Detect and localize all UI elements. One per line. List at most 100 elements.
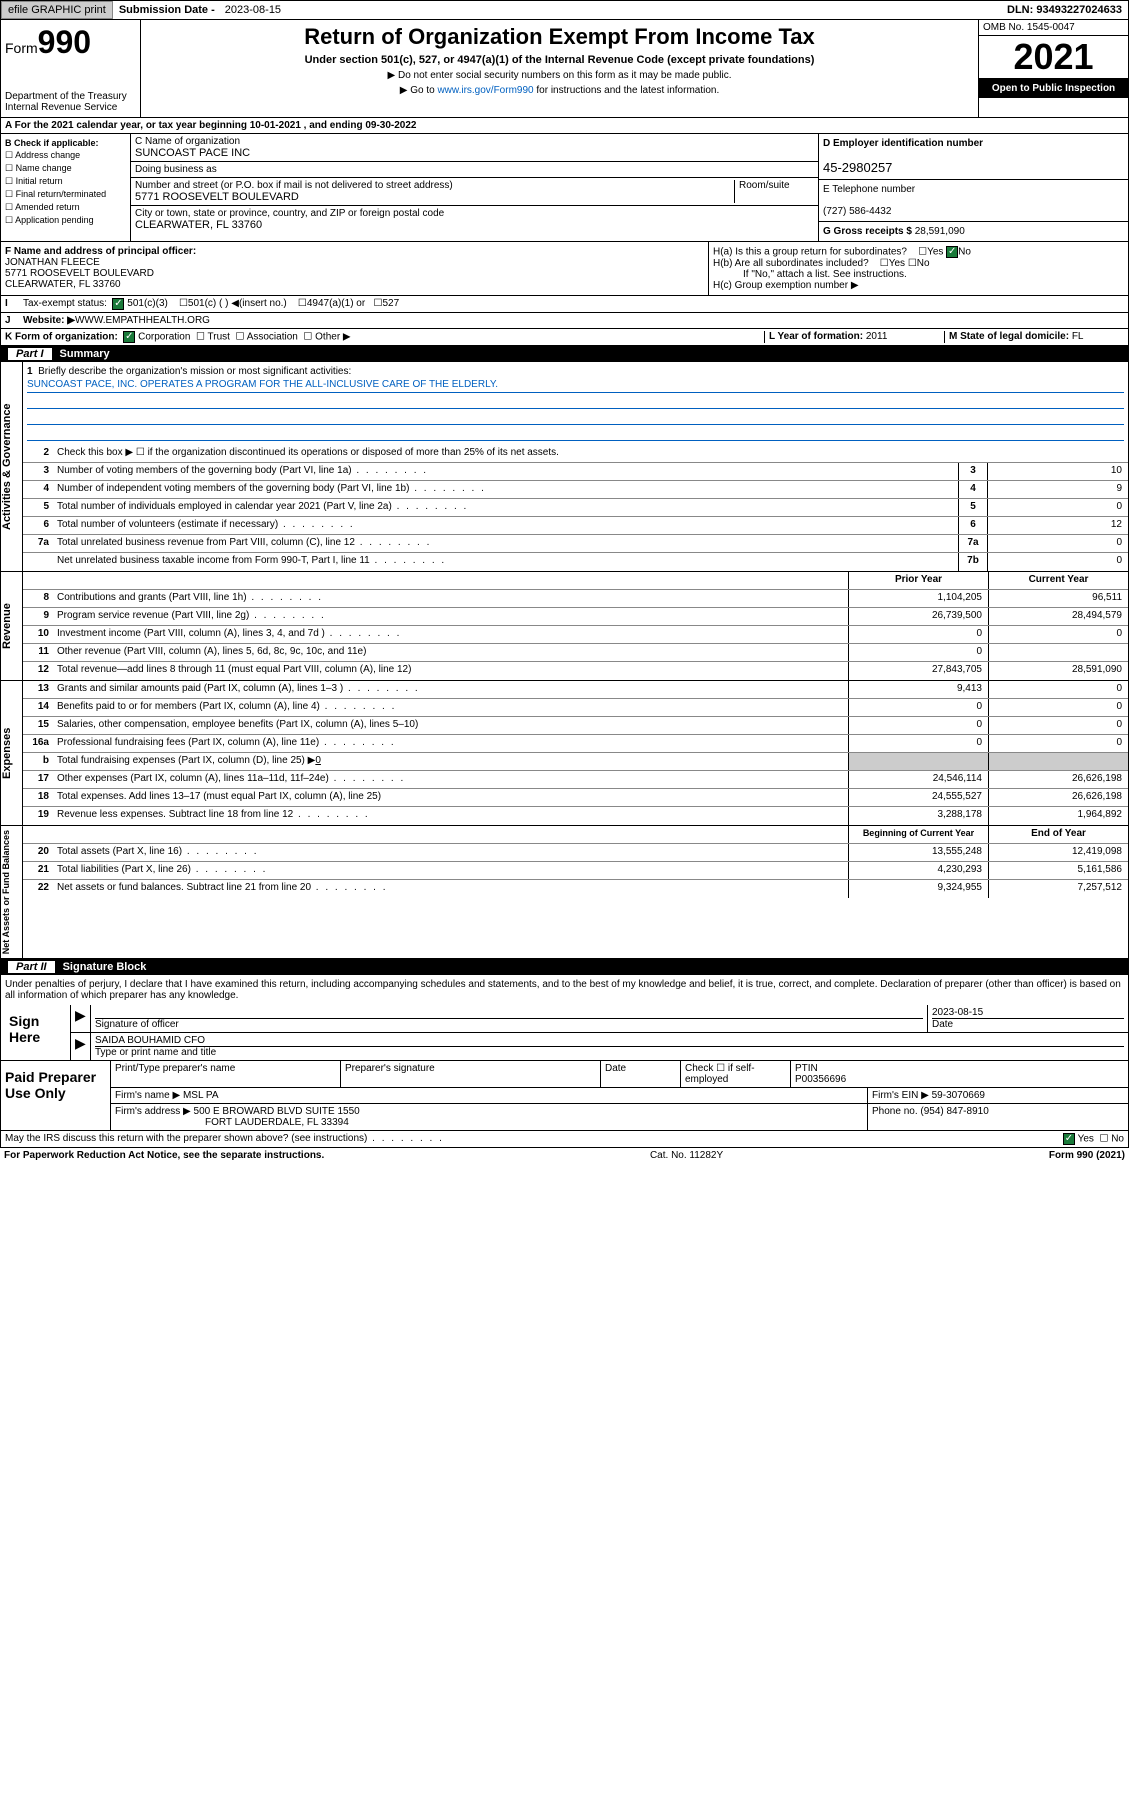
line-j: JWebsite: ▶ WWW.EMPATHHEALTH.ORG — [0, 313, 1129, 329]
entity-mid: C Name of organizationSUNCOAST PACE INC … — [131, 134, 818, 241]
note-link: ▶ Go to www.irs.gov/Form990 for instruct… — [149, 85, 970, 96]
entity-right: D Employer identification number45-29802… — [818, 134, 1128, 241]
period-row: A For the 2021 calendar year, or tax yea… — [0, 118, 1129, 134]
dln-value: DLN: 93493227024633 — [1001, 2, 1128, 18]
cb-501c3[interactable] — [112, 298, 124, 310]
officer-addr2: CLEARWATER, FL 33760 — [5, 279, 121, 290]
prep-name-hdr: Print/Type preparer's name — [111, 1061, 341, 1087]
row-13: 13Grants and similar amounts paid (Part … — [23, 681, 1128, 699]
arrow-icon: ▶ — [75, 1035, 86, 1051]
dba-row: Doing business as — [131, 162, 818, 178]
part2-title: Signature Block — [63, 961, 147, 973]
part1-header: Part I Summary — [0, 346, 1129, 362]
cb-corp[interactable] — [123, 331, 135, 343]
omb-number: OMB No. 1545-0047 — [979, 20, 1128, 36]
row-21: 21Total liabilities (Part X, line 26)4,2… — [23, 862, 1128, 880]
officer-name: JONATHAN FLEECE — [5, 257, 100, 268]
cb-amended[interactable]: ☐ Amended return — [5, 202, 126, 213]
discuss-row: May the IRS discuss this return with the… — [0, 1131, 1129, 1148]
part1-title: Summary — [60, 348, 110, 360]
summary-governance: Activities & Governance 1 Briefly descri… — [0, 362, 1129, 572]
cb-initial[interactable]: ☐ Initial return — [5, 176, 126, 187]
summary-expenses: Expenses 13Grants and similar amounts pa… — [0, 681, 1129, 826]
firm-addr-cell: Firm's address ▶ 500 E BROWARD BLVD SUIT… — [111, 1104, 868, 1130]
discuss-yes-no[interactable]: Yes ☐ No — [1063, 1133, 1124, 1145]
tab-net: Net Assets or Fund Balances — [1, 826, 23, 958]
prep-self-cell[interactable]: Check ☐ if self-employed — [681, 1061, 791, 1087]
city-row: City or town, state or province, country… — [131, 206, 818, 233]
row-22: 22Net assets or fund balances. Subtract … — [23, 880, 1128, 898]
form-subtitle: Under section 501(c), 527, or 4947(a)(1)… — [149, 54, 970, 66]
row-16a: 16aProfessional fundraising fees (Part I… — [23, 735, 1128, 753]
gross-receipts: 28,591,090 — [915, 226, 965, 237]
form-footer: Form 990 (2021) — [1049, 1150, 1125, 1161]
website-value: WWW.EMPATHHEALTH.ORG — [75, 315, 210, 326]
irs-link[interactable]: www.irs.gov/Form990 — [437, 85, 533, 96]
row-9: 9Program service revenue (Part VIII, lin… — [23, 608, 1128, 626]
note-ssn: ▶ Do not enter social security numbers o… — [149, 70, 970, 81]
preparer-block: Paid Preparer Use Only Print/Type prepar… — [0, 1061, 1129, 1131]
row-15: 15Salaries, other compensation, employee… — [23, 717, 1128, 735]
hc-row: H(c) Group exemption number ▶ — [713, 280, 1124, 291]
row-10: 10Investment income (Part VIII, column (… — [23, 626, 1128, 644]
submission-label: Submission Date - — [113, 2, 221, 18]
net-header: Beginning of Current YearEnd of Year — [23, 826, 1128, 844]
line-m: M State of legal domicile: FL — [944, 331, 1124, 343]
form-title: Return of Organization Exempt From Incom… — [149, 24, 970, 50]
paperwork-notice: For Paperwork Reduction Act Notice, see … — [4, 1150, 324, 1161]
phone-row: E Telephone number(727) 586-4432 — [819, 180, 1128, 222]
row-6: 6Total number of volunteers (estimate if… — [23, 517, 1128, 535]
discuss-text: May the IRS discuss this return with the… — [5, 1133, 444, 1145]
arrow-icon: ▶ — [75, 1007, 86, 1023]
address-row: Number and street (or P.O. box if mail i… — [131, 178, 818, 206]
dept-label: Department of the Treasury Internal Reve… — [5, 91, 136, 113]
mission-text: SUNCOAST PACE, INC. OPERATES A PROGRAM F… — [27, 379, 1124, 393]
firm-name-cell: Firm's name ▶ MSL PA — [111, 1088, 868, 1103]
cb-name[interactable]: ☐ Name change — [5, 163, 126, 174]
box-b-label: B Check if applicable: — [5, 138, 126, 148]
form-header: Form990 Department of the Treasury Inter… — [0, 20, 1129, 118]
top-toolbar: efile GRAPHIC print Submission Date - 20… — [0, 0, 1129, 20]
header-mid: Return of Organization Exempt From Incom… — [141, 20, 978, 117]
ha-no-checkbox[interactable] — [946, 246, 958, 258]
ein-value: 45-2980257 — [823, 160, 892, 175]
summary-net: Net Assets or Fund Balances Beginning of… — [0, 826, 1129, 959]
row-18: 18Total expenses. Add lines 13–17 (must … — [23, 789, 1128, 807]
phone-value: (727) 586-4432 — [823, 206, 891, 217]
cb-discuss-yes[interactable] — [1063, 1133, 1075, 1145]
form-number: Form990 — [5, 24, 136, 61]
tax-year: 2021 — [979, 36, 1128, 79]
firm-phone-cell: Phone no. (954) 847-8910 — [868, 1104, 1128, 1130]
cb-address[interactable]: ☐ Address change — [5, 150, 126, 161]
receipts-row: G Gross receipts $ 28,591,090 — [819, 222, 1128, 241]
cb-pending[interactable]: ☐ Application pending — [5, 215, 126, 226]
preparer-label: Paid Preparer Use Only — [1, 1061, 111, 1130]
org-name-row: C Name of organizationSUNCOAST PACE INC — [131, 134, 818, 162]
row-4: 4Number of independent voting members of… — [23, 481, 1128, 499]
row-11: 11Other revenue (Part VIII, column (A), … — [23, 644, 1128, 662]
efile-button[interactable]: efile GRAPHIC print — [1, 1, 113, 19]
org-name: SUNCOAST PACE INC — [135, 147, 250, 159]
part2-header: Part II Signature Block — [0, 959, 1129, 975]
ptin-cell: PTINP00356696 — [791, 1061, 1128, 1087]
cb-final[interactable]: ☐ Final return/terminated — [5, 189, 126, 200]
row-7b: Net unrelated business taxable income fr… — [23, 553, 1128, 571]
row-3: 3Number of voting members of the governi… — [23, 463, 1128, 481]
officer-name-cell: SAIDA BOUHAMID CFOType or print name and… — [91, 1033, 1128, 1060]
mission-row: 1 Briefly describe the organization's mi… — [23, 362, 1128, 445]
hb-row: H(b) Are all subordinates included? ☐Yes… — [713, 258, 1124, 269]
row-14: 14Benefits paid to or for members (Part … — [23, 699, 1128, 717]
hb-note: If "No," attach a list. See instructions… — [713, 269, 1124, 280]
section-f-h: F Name and address of principal officer:… — [0, 242, 1129, 296]
city-state-zip: CLEARWATER, FL 33760 — [135, 219, 262, 231]
officer-sig-cell[interactable]: Signature of officer — [91, 1005, 928, 1032]
line-k-l-m: K Form of organization: Corporation ☐ Tr… — [0, 329, 1129, 346]
row-7a: 7aTotal unrelated business revenue from … — [23, 535, 1128, 553]
catalog-number: Cat. No. 11282Y — [650, 1150, 723, 1161]
street-address: 5771 ROOSEVELT BOULEVARD — [135, 191, 299, 203]
row-17: 17Other expenses (Part IX, column (A), l… — [23, 771, 1128, 789]
prep-sig-hdr: Preparer's signature — [341, 1061, 601, 1087]
row-2: 2Check this box ▶ ☐ if the organization … — [23, 445, 1128, 463]
firm-ein-cell: Firm's EIN ▶ 59-3070669 — [868, 1088, 1128, 1103]
rev-header: Prior YearCurrent Year — [23, 572, 1128, 590]
